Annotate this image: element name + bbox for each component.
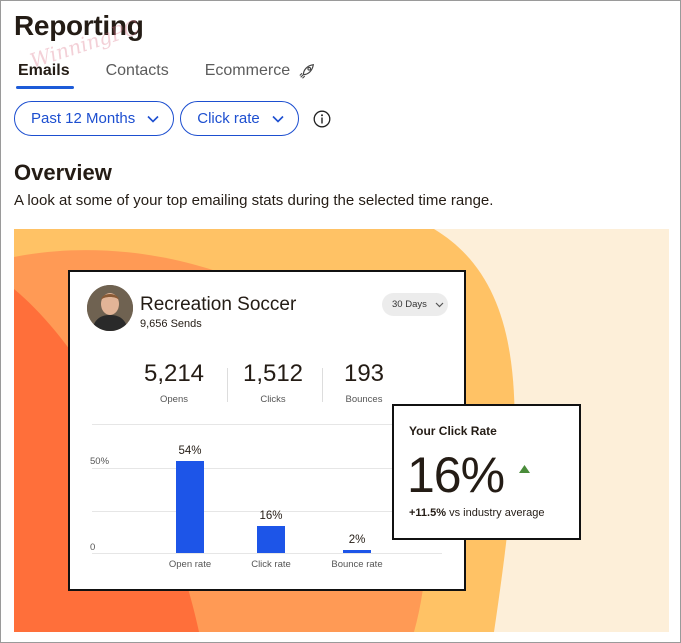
y-tick-label: 0 xyxy=(90,542,96,553)
stat-opens-value: 5,214 xyxy=(143,360,205,387)
stat-clicks-value: 1,512 xyxy=(242,360,304,387)
tab-ecommerce-label: Ecommerce xyxy=(204,62,291,79)
tab-emails-label: Emails xyxy=(18,62,70,79)
chevron-down-icon xyxy=(147,115,159,123)
bar-value-label: 2% xyxy=(348,533,366,546)
bar-value-label: 54% xyxy=(178,445,202,458)
click-rate-title: Your Click Rate xyxy=(409,424,497,438)
bar-category-label: Open rate xyxy=(168,559,212,570)
tab-ecommerce[interactable]: Ecommerce xyxy=(201,60,320,88)
chevron-down-icon xyxy=(435,302,444,307)
person-photo xyxy=(87,285,133,331)
metric-dropdown[interactable]: Click rate xyxy=(180,101,299,136)
bar-click-rate xyxy=(257,525,285,553)
date-range-dropdown[interactable]: Past 12 Months xyxy=(14,101,175,136)
avatar xyxy=(87,285,133,331)
gridline-50 xyxy=(92,468,442,469)
filter-bar: Past 12 Months Click rate xyxy=(14,101,331,136)
chart-baseline xyxy=(92,553,442,554)
gridline-mid xyxy=(92,511,442,512)
stat-divider xyxy=(322,368,323,402)
stat-bounces-label: Bounces xyxy=(345,394,383,405)
click-rate-delta-suffix: vs industry average xyxy=(449,507,545,519)
stat-bounces-value: 193 xyxy=(343,360,385,387)
click-rate-delta: +11.5% xyxy=(409,507,447,519)
tab-emails[interactable]: Emails xyxy=(14,60,74,89)
click-rate-value: 16% xyxy=(407,447,505,503)
stat-clicks-label: Clicks xyxy=(260,394,286,405)
bar-category-label: Click rate xyxy=(251,559,291,570)
y-tick-label: 50% xyxy=(90,456,110,467)
overview-illustration: Recreation Soccer 9,656 Sends 30 Days 5,… xyxy=(14,229,669,632)
stat-clicks: 1,512 Clicks xyxy=(242,360,304,405)
report-tabs: Emails Contacts Ecommerce xyxy=(14,60,348,90)
rocket-icon xyxy=(299,64,315,79)
bar-bounce-rate xyxy=(343,549,371,553)
stat-opens: 5,214 Opens xyxy=(142,360,206,405)
metric-value: Click rate xyxy=(197,110,260,127)
chart-top-line xyxy=(92,424,442,425)
period-dropdown: 30 Days xyxy=(382,293,448,316)
page-title: Reporting xyxy=(14,10,144,41)
bar-value-label: 16% xyxy=(259,509,283,522)
stat-divider xyxy=(227,368,228,402)
campaign-sends: 9,656 Sends xyxy=(140,318,202,330)
overview-title: Overview xyxy=(14,160,112,185)
period-value: 30 Days xyxy=(392,299,427,310)
bar-open-rate xyxy=(176,461,204,553)
bar-category-label: Bounce rate xyxy=(331,559,383,570)
stat-bounces: 193 Bounces xyxy=(336,360,392,405)
tab-contacts-label: Contacts xyxy=(105,62,169,79)
click-rate-card: Your Click Rate 16% +11.5% vs industry a… xyxy=(392,404,581,540)
click-rate-comparison: +11.5% vs industry average xyxy=(409,507,544,519)
overview-subtitle: A look at some of your top emailing stat… xyxy=(14,192,494,209)
info-icon[interactable] xyxy=(313,110,331,128)
trend-up-icon xyxy=(519,465,530,473)
tab-contacts[interactable]: Contacts xyxy=(102,60,173,88)
chevron-down-icon xyxy=(272,115,284,123)
campaign-title: Recreation Soccer xyxy=(140,294,297,315)
date-range-value: Past 12 Months xyxy=(31,110,136,127)
stat-opens-label: Opens xyxy=(160,394,188,405)
